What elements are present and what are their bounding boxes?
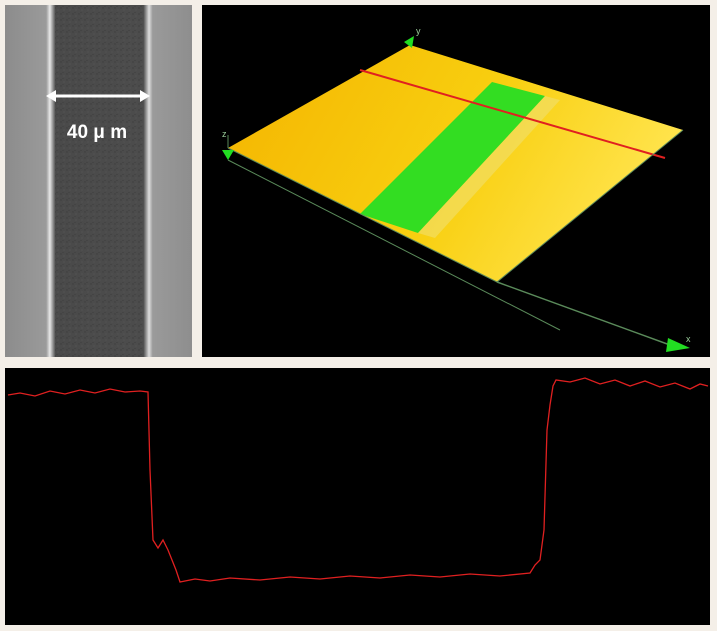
- axis-label: x: [686, 334, 691, 344]
- profile-3d: z y x: [202, 5, 710, 357]
- axis-label: y: [416, 26, 421, 36]
- width-label: 40 μ m: [67, 122, 127, 143]
- micrograph: 40 μ m: [5, 5, 192, 357]
- axis-label: z: [222, 129, 227, 139]
- line-profile: [5, 368, 710, 625]
